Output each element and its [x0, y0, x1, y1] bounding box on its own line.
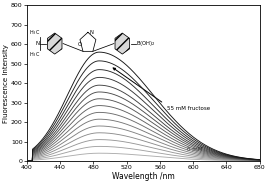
- Y-axis label: Fluorescence Intensity: Fluorescence Intensity: [3, 44, 9, 123]
- X-axis label: Wavelength /nm: Wavelength /nm: [112, 171, 175, 181]
- Text: 55 mM fructose: 55 mM fructose: [167, 106, 210, 111]
- Text: 0 mM: 0 mM: [186, 147, 202, 152]
